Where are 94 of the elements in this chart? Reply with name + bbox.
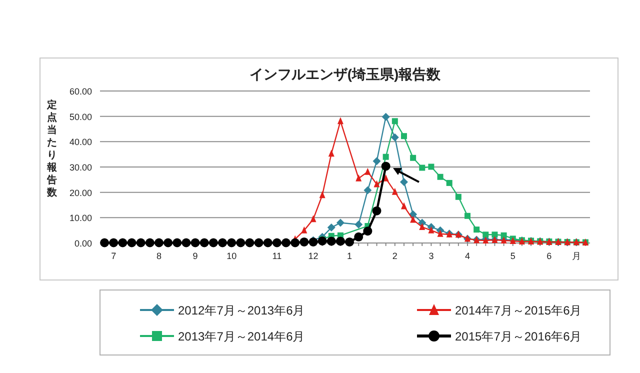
legend-label: 2012年7月～2013年6月 [178,304,305,318]
x-tick-label: 1 [347,251,352,261]
point [154,238,164,248]
point [109,238,118,248]
point [145,238,154,248]
point [437,174,444,180]
y-tick-label: 60.00 [69,86,92,96]
point [282,238,291,248]
point [364,168,371,175]
point [390,133,399,142]
x-tick-label: 3 [428,251,434,261]
point [245,238,254,248]
chart-title: インフルエンザ(埼玉県)報告数 [249,66,442,82]
point [208,238,218,248]
point [254,238,264,248]
y-tick-label: 0.00 [74,238,92,248]
point [400,202,407,210]
point [272,238,282,248]
x-tick-label: 12 [308,251,318,261]
x-tick-label: 4 [464,251,470,261]
y-tick-label: 40.00 [69,137,92,148]
point [118,238,128,248]
y-axis-title: 定点当たり報告数 [46,99,58,198]
point [482,232,489,238]
x-tick-label: 6 [546,251,552,261]
legend-label: 2014年7月～2015年6月 [455,304,582,318]
point [327,224,336,232]
point [356,174,362,182]
point [428,164,434,170]
y-tick-label: 50.00 [69,112,92,122]
point [382,112,390,121]
point [200,238,209,248]
point [263,238,272,248]
y-tick-label: 30.00 [69,162,92,172]
x-tick-label: 9 [192,251,198,261]
legend-label: 2013年7月～2014年6月 [178,330,305,344]
point [337,117,344,124]
point [372,157,381,166]
point [428,226,434,234]
point [410,216,416,223]
point [392,118,398,124]
x-tick-label: 7 [111,251,116,261]
x-tick-label: 11 [272,251,282,261]
legend-label: 2015年7月～2016年6月 [455,330,582,344]
x-tick-label: 5 [510,251,516,261]
point [218,238,227,248]
point [455,194,462,200]
point [437,230,444,237]
point [301,226,308,234]
point [318,236,327,246]
point [127,238,136,248]
point [419,223,426,230]
point [136,238,146,248]
point [227,238,236,248]
point [290,238,300,248]
point [336,236,345,246]
point [381,162,390,171]
point [419,164,426,171]
point [446,180,452,186]
point [300,237,309,246]
point [164,238,173,248]
point [474,226,480,233]
point [382,174,389,182]
x-tick-label: 8 [156,251,162,261]
point [392,188,398,195]
y-tick-label: 20.00 [69,188,92,198]
point [372,206,382,216]
point [310,215,316,222]
point [336,218,344,227]
point [500,232,507,238]
y-tick-label: 10.00 [69,213,92,224]
x-tick-label: 10 [226,251,237,261]
point [364,186,372,194]
point [410,154,416,161]
point [345,237,354,246]
point [100,238,110,248]
x-tick-label: 月 [572,251,581,261]
point [190,238,200,248]
point [400,133,407,140]
point [172,238,182,248]
point [319,191,326,198]
point [354,232,364,242]
point [236,238,246,248]
point [374,180,380,188]
point [464,212,470,219]
point [382,154,389,160]
x-tick-label: 2 [392,251,398,261]
point [328,150,334,157]
point [182,238,191,248]
point [400,178,408,186]
point [363,226,372,236]
point [326,236,336,246]
point [492,232,498,238]
point [354,220,363,229]
